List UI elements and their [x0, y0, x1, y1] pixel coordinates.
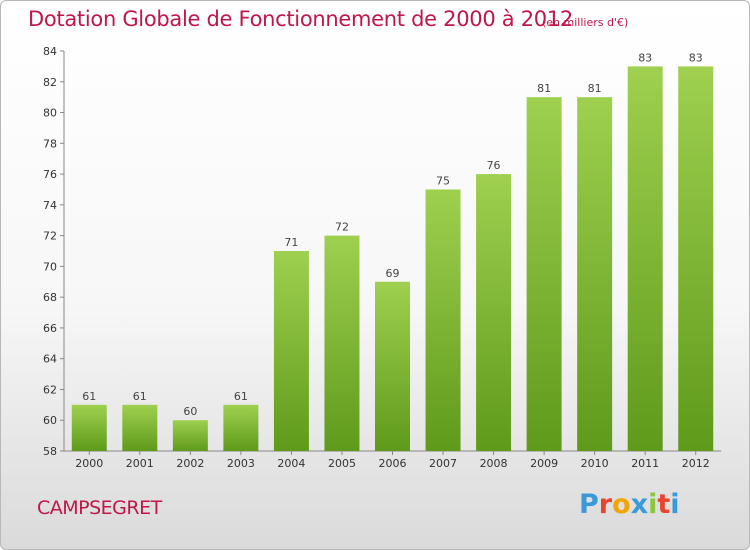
bar: [678, 66, 714, 451]
logo-letter: i: [670, 489, 680, 520]
x-tick-label: 2002: [176, 457, 204, 470]
y-tick-label: 72: [43, 230, 57, 243]
bar-value-label: 81: [588, 82, 602, 95]
bar-value-label: 60: [183, 405, 197, 418]
x-tick-label: 2011: [631, 457, 659, 470]
bar: [526, 97, 562, 452]
x-tick-label: 2007: [429, 457, 457, 470]
bar-value-label: 75: [436, 174, 450, 187]
y-tick-label: 82: [43, 76, 57, 89]
x-tick-label: 2003: [227, 457, 255, 470]
bar-value-label: 71: [284, 236, 298, 249]
x-tick-label: 2001: [126, 457, 154, 470]
logo-letter: x: [630, 489, 649, 520]
x-tick-label: 2005: [328, 457, 356, 470]
y-tick-label: 62: [43, 383, 57, 396]
y-tick-label: 80: [43, 107, 57, 120]
chart-title: Dotation Globale de Fonctionnement de 20…: [28, 7, 573, 31]
bar: [324, 235, 360, 451]
y-tick-label: 74: [43, 199, 57, 212]
bar: [425, 189, 461, 451]
y-tick-label: 58: [43, 445, 57, 458]
y-tick-label: 70: [43, 260, 57, 273]
bar: [172, 420, 208, 451]
logo-letter: t: [657, 489, 671, 520]
y-tick-label: 64: [43, 353, 57, 366]
bar-value-label: 61: [82, 390, 96, 403]
x-tick-label: 2006: [379, 457, 407, 470]
bar-value-label: 61: [133, 390, 147, 403]
bar: [71, 404, 107, 451]
logo-letter: i: [648, 489, 658, 520]
chart-unit: (en milliers d'€): [542, 16, 629, 29]
y-tick-label: 60: [43, 414, 57, 427]
bar: [375, 281, 410, 451]
bar-value-label: 81: [537, 82, 551, 95]
logo-letter: o: [612, 489, 631, 520]
bar-value-label: 72: [335, 221, 349, 234]
commune-name: CAMPSEGRET: [37, 497, 162, 519]
y-tick-label: 68: [43, 291, 57, 304]
y-tick-label: 78: [43, 137, 57, 150]
x-tick-label: 2009: [530, 457, 558, 470]
x-tick-label: 2000: [75, 457, 103, 470]
logo-letter: P: [579, 489, 599, 520]
x-tick-label: 2012: [682, 457, 710, 470]
bar: [122, 404, 158, 451]
bar: [223, 404, 259, 451]
logo-letter: r: [598, 489, 613, 520]
bar-value-label: 83: [638, 51, 652, 64]
bar-value-label: 76: [487, 159, 501, 172]
y-tick-label: 84: [43, 45, 57, 58]
proxiti-logo: Proxiti: [579, 489, 680, 520]
x-tick-label: 2008: [480, 457, 508, 470]
x-tick-label: 2004: [277, 457, 305, 470]
bar: [577, 97, 613, 452]
bar: [627, 66, 663, 451]
bar-value-label: 69: [386, 267, 400, 280]
y-tick-label: 76: [43, 168, 57, 181]
bar: [273, 251, 309, 451]
x-tick-label: 2010: [581, 457, 609, 470]
y-tick-label: 66: [43, 322, 57, 335]
bar-value-label: 83: [689, 51, 703, 64]
bar-value-label: 61: [234, 390, 248, 403]
bar: [476, 174, 512, 452]
